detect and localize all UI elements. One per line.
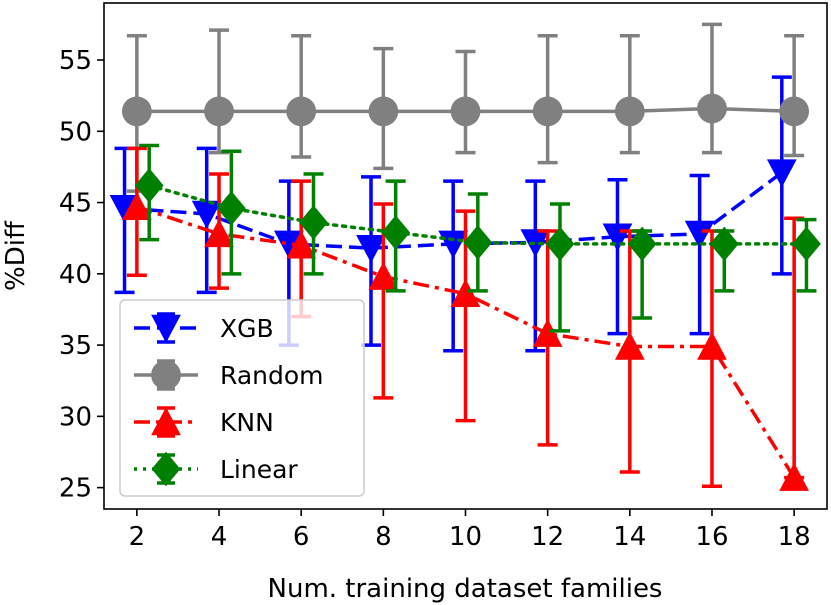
data-point <box>532 318 563 347</box>
y-tick-label: 25 <box>59 474 92 504</box>
data-point <box>134 168 164 203</box>
data-point <box>463 225 493 260</box>
y-tick-label: 30 <box>59 402 92 432</box>
data-point <box>216 190 246 226</box>
data-point <box>697 93 727 124</box>
x-tick-label: 10 <box>449 522 482 552</box>
legend-label: Random <box>220 361 324 390</box>
x-tick-label: 12 <box>531 522 564 552</box>
data-point <box>792 226 821 262</box>
legend-item-knn: KNN <box>134 406 274 438</box>
data-point <box>532 96 563 127</box>
legend-marker <box>151 407 181 436</box>
data-point <box>191 200 222 229</box>
x-tick-label: 6 <box>293 522 310 552</box>
y-tick-label: 50 <box>59 117 92 147</box>
data-point <box>121 191 152 221</box>
series-linear <box>134 143 821 333</box>
data-point <box>779 462 810 491</box>
data-point <box>614 331 645 360</box>
y-tick-label: 35 <box>59 331 92 361</box>
x-tick-label: 18 <box>778 522 811 552</box>
legend-box <box>119 299 365 497</box>
data-point <box>286 230 317 259</box>
data-point <box>450 278 481 307</box>
y-tick-label: 40 <box>59 260 92 290</box>
data-point <box>273 230 304 259</box>
data-point <box>766 159 797 188</box>
legend-label: XGB <box>220 314 274 343</box>
data-point <box>614 96 645 127</box>
data-point <box>627 226 657 262</box>
y-tick-label: 45 <box>59 189 92 219</box>
legend: XGB Random KNN Linear <box>119 299 365 497</box>
legend-marker <box>151 451 181 487</box>
data-point <box>709 226 739 262</box>
series-random <box>121 22 810 193</box>
data-point <box>299 205 328 240</box>
data-point <box>545 226 575 262</box>
y-tick-label: 55 <box>59 46 92 76</box>
x-tick-label: 2 <box>129 522 146 552</box>
data-point <box>121 96 152 127</box>
y-axis-label: %Diff <box>1 220 31 291</box>
legend-marker <box>151 360 181 390</box>
legend-label: Linear <box>220 455 298 484</box>
data-point <box>356 234 386 264</box>
series-knn <box>121 146 810 491</box>
data-point <box>684 220 715 249</box>
x-tick-label: 8 <box>375 522 392 552</box>
data-point <box>381 215 411 250</box>
data-point <box>204 219 234 248</box>
x-axis-label: Num. training dataset families <box>268 574 663 604</box>
x-tick-label: 16 <box>695 522 728 552</box>
data-point <box>450 96 481 127</box>
legend-label: KNN <box>220 408 274 437</box>
legend-item-linear: Linear <box>134 451 298 487</box>
data-point <box>286 96 317 127</box>
data-point <box>697 331 727 360</box>
data-point <box>368 261 399 290</box>
data-point <box>204 96 234 127</box>
x-tick-label: 14 <box>613 522 646 552</box>
data-point <box>779 96 810 127</box>
data-point <box>438 230 469 259</box>
legend-item-xgb: XGB <box>134 312 274 344</box>
legend-marker <box>151 314 181 343</box>
legend-item-random: Random <box>134 359 324 391</box>
data-point <box>368 96 399 127</box>
x-tick-label: 4 <box>211 522 228 552</box>
